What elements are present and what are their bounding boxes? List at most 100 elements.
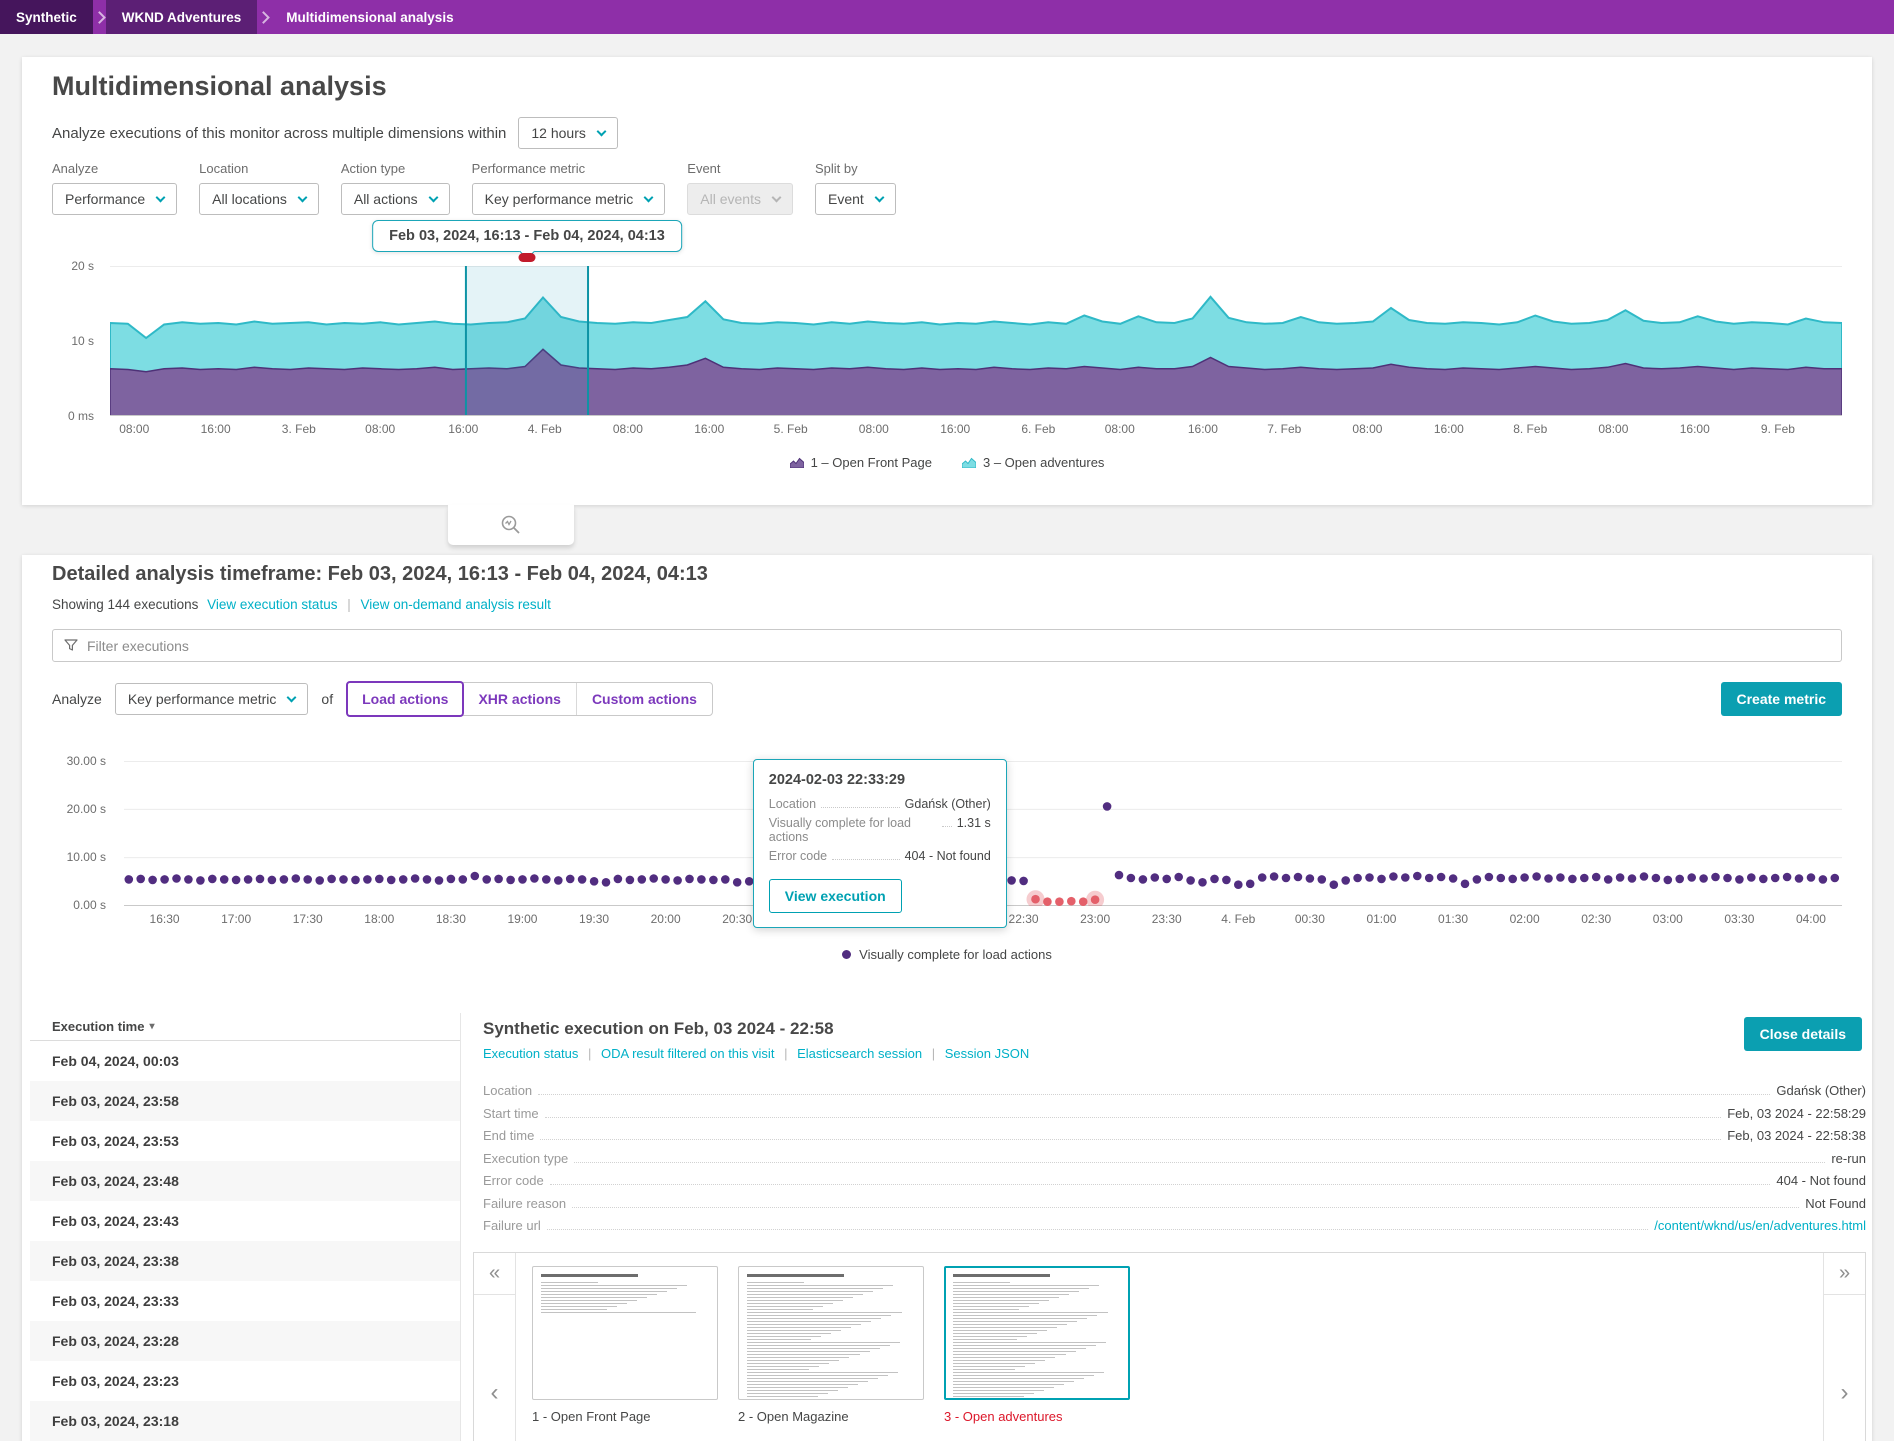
scatter-point[interactable]: [637, 875, 647, 884]
scatter-point[interactable]: [363, 875, 372, 884]
scatter-point[interactable]: [1401, 873, 1410, 882]
scatter-point[interactable]: [732, 878, 742, 887]
close-details-button[interactable]: Close details: [1743, 1017, 1862, 1051]
scatter-point[interactable]: [530, 874, 539, 883]
scatter-point[interactable]: [1043, 897, 1052, 906]
scatter-point[interactable]: [1806, 873, 1816, 882]
scatter-point[interactable]: [1603, 875, 1613, 884]
scatter-point[interactable]: [1138, 875, 1148, 884]
breadcrumb-item-synthetic[interactable]: Synthetic: [0, 0, 93, 34]
table-row[interactable]: Feb 03, 2024, 23:53: [52, 1133, 179, 1149]
scatter-point[interactable]: [1329, 880, 1339, 889]
screenshot-thumbnail[interactable]: 3 - Open adventures: [944, 1266, 1130, 1424]
legend-item[interactable]: 1 – Open Front Page: [789, 455, 932, 470]
carousel-next-button[interactable]: ›: [1840, 1379, 1849, 1406]
table-row[interactable]: Feb 03, 2024, 23:43: [52, 1213, 179, 1229]
scatter-point[interactable]: [625, 875, 635, 885]
scatter-point[interactable]: [661, 875, 670, 884]
table-row[interactable]: Feb 04, 2024, 00:03: [52, 1053, 179, 1069]
scatter-point[interactable]: [1090, 895, 1100, 904]
scatter-point[interactable]: [1174, 872, 1183, 882]
scatter-point[interactable]: [1078, 897, 1088, 906]
scatter-point[interactable]: [1222, 875, 1231, 885]
filter-executions-box[interactable]: [52, 629, 1842, 662]
scatter-point[interactable]: [589, 877, 599, 886]
scatter-point[interactable]: [577, 875, 587, 884]
screenshot-thumbnail[interactable]: 1 - Open Front Page: [532, 1266, 718, 1424]
scatter-point[interactable]: [1341, 876, 1350, 885]
scatter-point[interactable]: [1448, 874, 1458, 883]
scatter-point[interactable]: [1293, 872, 1303, 882]
scatter-point[interactable]: [434, 876, 444, 885]
scatter-point[interactable]: [1257, 873, 1267, 882]
scatter-point[interactable]: [685, 874, 694, 884]
scatter-point[interactable]: [518, 875, 527, 884]
scatter-point[interactable]: [208, 874, 217, 884]
view-execution-status-link[interactable]: View execution status: [207, 597, 338, 612]
scatter-point[interactable]: [398, 875, 408, 884]
scatter-point[interactable]: [1413, 871, 1422, 881]
scatter-point[interactable]: [446, 874, 456, 884]
field-value-link[interactable]: /content/wknd/us/en/adventures.html: [1654, 1218, 1866, 1233]
tab-custom-actions[interactable]: Custom actions: [576, 683, 712, 715]
elasticsearch-session-link[interactable]: Elasticsearch session: [797, 1046, 923, 1061]
view-on-demand-link[interactable]: View on-demand analysis result: [360, 597, 551, 612]
thumbnail-frame[interactable]: [532, 1266, 718, 1400]
scatter-point[interactable]: [1031, 894, 1040, 904]
scatter-point[interactable]: [1389, 872, 1398, 881]
scatter-point[interactable]: [255, 874, 265, 884]
scatter-point[interactable]: [1198, 878, 1207, 887]
carousel-last-button[interactable]: »: [1824, 1253, 1865, 1295]
scatter-point[interactable]: [172, 874, 181, 883]
scatter-point[interactable]: [291, 874, 301, 883]
scatter-point[interactable]: [315, 876, 324, 885]
scatter-point[interactable]: [1102, 802, 1112, 811]
scatter-point[interactable]: [1365, 873, 1374, 882]
scatter-point[interactable]: [1663, 875, 1673, 885]
scatter-point[interactable]: [279, 875, 289, 884]
split-by-select[interactable]: Event: [814, 183, 896, 215]
scatter-point[interactable]: [601, 878, 611, 887]
scatter-point[interactable]: [673, 876, 682, 885]
scatter-point[interactable]: [422, 875, 432, 884]
thumbnail-frame[interactable]: [944, 1266, 1130, 1400]
table-row[interactable]: Feb 03, 2024, 23:23: [52, 1373, 179, 1389]
scatter-plot-area[interactable]: 2024-02-03 22:33:29 Location Gdańsk (Oth…: [124, 759, 1842, 928]
scatter-point[interactable]: [565, 874, 575, 884]
scatter-point[interactable]: [1544, 874, 1553, 883]
session-json-link[interactable]: Session JSON: [944, 1046, 1030, 1061]
scatter-point[interactable]: [1269, 872, 1279, 881]
tab-xhr-actions[interactable]: XHR actions: [463, 683, 577, 715]
scatter-point[interactable]: [649, 874, 658, 883]
scatter-point[interactable]: [1615, 873, 1625, 882]
scatter-point[interactable]: [721, 875, 730, 884]
table-row[interactable]: Feb 03, 2024, 23:18: [30, 1401, 460, 1441]
scatter-point[interactable]: [470, 871, 480, 881]
scatter-point[interactable]: [136, 874, 145, 884]
scatter-point[interactable]: [1305, 874, 1315, 883]
timeframe-select[interactable]: 12 hours: [518, 117, 618, 149]
scatter-point[interactable]: [1711, 872, 1720, 882]
performance-metric-select[interactable]: Key performance metric: [471, 183, 666, 215]
scatter-point[interactable]: [1007, 876, 1016, 885]
scatter-point[interactable]: [744, 877, 754, 886]
table-row[interactable]: Feb 03, 2024, 23:28: [30, 1321, 460, 1361]
scatter-point[interactable]: [160, 875, 169, 884]
scatter-point[interactable]: [1747, 873, 1756, 882]
tab-load-actions[interactable]: Load actions: [346, 681, 465, 717]
view-execution-button[interactable]: View execution: [768, 879, 902, 913]
screenshot-thumbnail[interactable]: 2 - Open Magazine: [738, 1266, 924, 1424]
scatter-point[interactable]: [1150, 873, 1160, 882]
scatter-point[interactable]: [1818, 875, 1828, 884]
carousel-first-button[interactable]: «: [474, 1253, 515, 1295]
scatter-point[interactable]: [1234, 880, 1243, 889]
analyze-select[interactable]: Performance: [52, 183, 178, 215]
scatter-point[interactable]: [196, 876, 205, 885]
create-metric-button[interactable]: Create metric: [1720, 682, 1842, 716]
scatter-point[interactable]: [267, 875, 277, 885]
scatter-point[interactable]: [303, 875, 312, 884]
execution-time-column-header[interactable]: Execution time ▾: [30, 1013, 460, 1041]
scatter-point[interactable]: [219, 875, 229, 884]
scatter-point[interactable]: [1114, 870, 1124, 880]
table-row[interactable]: Feb 03, 2024, 23:38: [30, 1241, 460, 1281]
